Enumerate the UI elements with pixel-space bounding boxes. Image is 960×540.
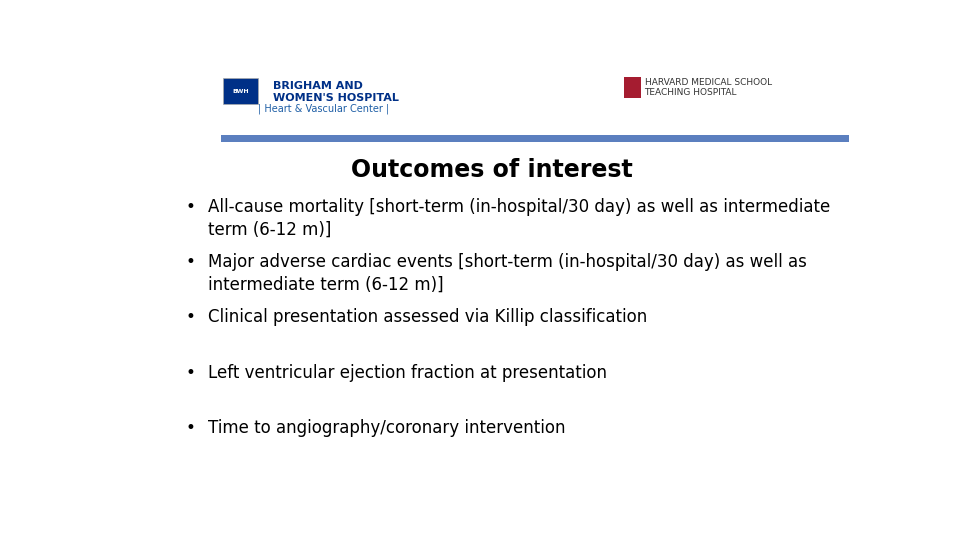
Text: BWH: BWH <box>232 89 249 94</box>
Text: •: • <box>185 419 196 437</box>
Text: All-cause mortality [short-term (in-hospital/30 day) as well as intermediate
ter: All-cause mortality [short-term (in-hosp… <box>207 198 830 239</box>
Text: Outcomes of interest: Outcomes of interest <box>351 158 633 183</box>
Text: •: • <box>185 253 196 271</box>
Text: Major adverse cardiac events [short-term (in-hospital/30 day) as well as
interme: Major adverse cardiac events [short-term… <box>207 253 806 294</box>
Text: Left ventricular ejection fraction at presentation: Left ventricular ejection fraction at pr… <box>207 364 607 382</box>
Bar <box>221 135 849 142</box>
Text: •: • <box>185 364 196 382</box>
Text: HARVARD MEDICAL SCHOOL
TEACHING HOSPITAL: HARVARD MEDICAL SCHOOL TEACHING HOSPITAL <box>644 78 772 97</box>
Text: Clinical presentation assessed via Killip classification: Clinical presentation assessed via Killi… <box>207 308 647 327</box>
FancyBboxPatch shape <box>223 78 258 104</box>
Text: •: • <box>185 308 196 327</box>
Text: Time to angiography/coronary intervention: Time to angiography/coronary interventio… <box>207 419 565 437</box>
Text: BRIGHAM AND
WOMEN'S HOSPITAL: BRIGHAM AND WOMEN'S HOSPITAL <box>273 81 398 103</box>
Text: •: • <box>185 198 196 216</box>
Text: | Heart & Vascular Center |: | Heart & Vascular Center | <box>257 103 389 114</box>
FancyBboxPatch shape <box>624 77 641 98</box>
